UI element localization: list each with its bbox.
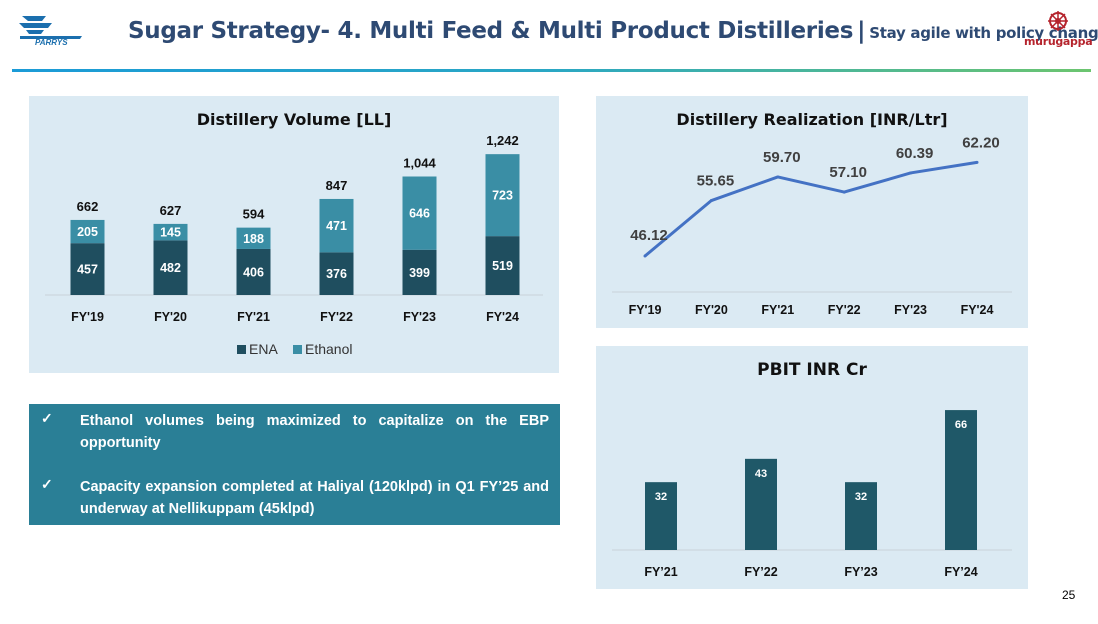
x-tick-label: FY'24 bbox=[961, 303, 994, 317]
data-label-total: 627 bbox=[160, 203, 182, 218]
bar-ena bbox=[402, 249, 437, 295]
x-tick-label: FY'23 bbox=[403, 310, 436, 324]
realization-chart-panel: Distillery Realization [INR/Ltr] 46.12 FY… bbox=[596, 96, 1028, 328]
data-label: 32 bbox=[855, 491, 867, 503]
pbit-bar bbox=[745, 458, 777, 550]
data-point bbox=[643, 254, 647, 258]
data-label-ena: 457 bbox=[77, 263, 98, 277]
data-label-ena: 519 bbox=[492, 259, 513, 273]
volume-chart-panel: Distillery Volume [LL] 457 205 662 FY'19 482… bbox=[29, 96, 559, 373]
x-tick-label: FY'20 bbox=[695, 303, 728, 317]
bar-ena bbox=[153, 240, 188, 295]
volume-chart: 457 205 662 FY'19 482 145 627 FY'20 406 188 594 FY'… bbox=[45, 133, 543, 357]
data-label: 66 bbox=[955, 419, 967, 431]
data-label-ena: 482 bbox=[160, 261, 181, 275]
legend-swatch-ena bbox=[237, 345, 246, 354]
data-label-ena: 406 bbox=[243, 265, 264, 279]
data-label-total: 1,044 bbox=[403, 155, 436, 170]
x-tick-label: FY'22 bbox=[828, 303, 861, 317]
page-title: Sugar Strategy- 4. Multi Feed & Multi Pr… bbox=[128, 18, 1098, 44]
x-tick-label: FY'23 bbox=[894, 303, 927, 317]
data-point bbox=[909, 171, 913, 175]
bar-ethanol bbox=[153, 223, 188, 241]
data-label: 57.10 bbox=[829, 164, 867, 181]
data-label: 43 bbox=[755, 468, 767, 480]
data-point bbox=[776, 175, 780, 179]
data-label-ethanol: 646 bbox=[409, 207, 430, 221]
x-tick-label: FY’22 bbox=[744, 565, 777, 579]
slide-header: PARRYS Sugar Strategy- 4. Multi Feed & M… bbox=[0, 0, 1098, 72]
bar-ethanol bbox=[70, 219, 105, 244]
parrys-logo: PARRYS bbox=[19, 16, 82, 46]
bar-ethanol bbox=[319, 198, 354, 253]
legend-swatch-ethanol bbox=[293, 345, 302, 354]
pbit-bar bbox=[645, 482, 677, 550]
bar-ena bbox=[236, 248, 271, 295]
murugappa-logo-text: murugappa bbox=[1024, 35, 1093, 48]
bar-ena bbox=[70, 243, 105, 295]
x-tick-label: FY'20 bbox=[154, 310, 187, 324]
data-label-total: 594 bbox=[243, 207, 265, 222]
title-subtitle: Stay agile with policy changes bbox=[869, 24, 1098, 42]
data-label: 60.39 bbox=[896, 145, 934, 162]
highlights-box: ✓ Ethanol volumes being maximized to cap… bbox=[29, 404, 560, 525]
realization-chart-title: Distillery Realization [INR/Ltr] bbox=[676, 110, 948, 129]
pbit-chart-title: PBIT INR Cr bbox=[757, 360, 867, 380]
x-tick-label: FY'22 bbox=[320, 310, 353, 324]
pbit-bar bbox=[845, 482, 877, 550]
data-label: 59.70 bbox=[763, 149, 801, 166]
bar-ena bbox=[485, 236, 520, 295]
x-tick-label: FY'19 bbox=[71, 310, 104, 324]
bar-ethanol bbox=[485, 154, 520, 237]
x-tick-label: FY'21 bbox=[237, 310, 270, 324]
realization-chart: 46.12 FY'19 55.65 FY'20 59.70 FY'21 57.10 FY'22… bbox=[612, 134, 1012, 317]
data-label-ena: 399 bbox=[409, 266, 430, 280]
x-tick-label: FY'21 bbox=[761, 303, 794, 317]
data-label-ethanol: 471 bbox=[326, 219, 347, 233]
check-icon: ✓ bbox=[41, 476, 53, 492]
data-point bbox=[975, 160, 979, 164]
x-tick-label: FY’24 bbox=[944, 565, 977, 579]
data-label: 46.12 bbox=[630, 227, 668, 244]
x-tick-label: FY’21 bbox=[644, 565, 677, 579]
data-label-ethanol: 188 bbox=[243, 232, 264, 246]
page-number: 25 bbox=[1062, 588, 1076, 602]
title-separator: | bbox=[857, 18, 866, 44]
bar-ethanol bbox=[402, 176, 437, 250]
series-line bbox=[644, 160, 978, 258]
pbit-chart-panel: PBIT INR Cr 32 FY’21 43 FY’22 32 FY’23 66 FY’24 bbox=[596, 346, 1028, 589]
check-icon: ✓ bbox=[41, 410, 53, 426]
highlight-text: Capacity expansion completed at Haliyal … bbox=[80, 479, 549, 517]
murugappa-logo: murugappa bbox=[1024, 10, 1093, 50]
data-label: 32 bbox=[655, 491, 667, 503]
murugappa-emblem-icon bbox=[1048, 11, 1068, 31]
data-label-ethanol: 205 bbox=[77, 225, 98, 239]
x-tick-label: FY'19 bbox=[629, 303, 662, 317]
x-tick-label: FY'24 bbox=[486, 310, 519, 324]
data-label: 55.65 bbox=[697, 173, 735, 190]
volume-chart-title: Distillery Volume [LL] bbox=[196, 110, 392, 129]
legend-label-ena: ENA bbox=[249, 341, 278, 357]
x-tick-label: FY’23 bbox=[844, 565, 877, 579]
data-label-total: 662 bbox=[77, 199, 99, 214]
data-point bbox=[709, 199, 713, 203]
bar-ethanol bbox=[236, 227, 271, 249]
parrys-logo-text: PARRYS bbox=[35, 38, 68, 46]
data-label-total: 1,242 bbox=[486, 133, 519, 148]
pbit-bar bbox=[945, 410, 977, 550]
data-label: 62.20 bbox=[962, 134, 1000, 151]
title-main: Sugar Strategy- 4. Multi Feed & Multi Pr… bbox=[128, 18, 854, 44]
pbit-chart: 32 FY’21 43 FY’22 32 FY’23 66 FY’24 bbox=[612, 410, 1012, 579]
data-label-ethanol: 145 bbox=[160, 226, 181, 240]
data-point bbox=[842, 190, 846, 194]
data-label-total: 847 bbox=[326, 178, 348, 193]
bar-ena bbox=[319, 252, 354, 295]
header-rule bbox=[12, 69, 1091, 72]
highlight-text: Ethanol volumes being maximized to capit… bbox=[80, 413, 549, 451]
data-label-ethanol: 723 bbox=[492, 189, 513, 203]
legend-label-ethanol: Ethanol bbox=[305, 341, 352, 357]
data-label-ena: 376 bbox=[326, 267, 347, 281]
